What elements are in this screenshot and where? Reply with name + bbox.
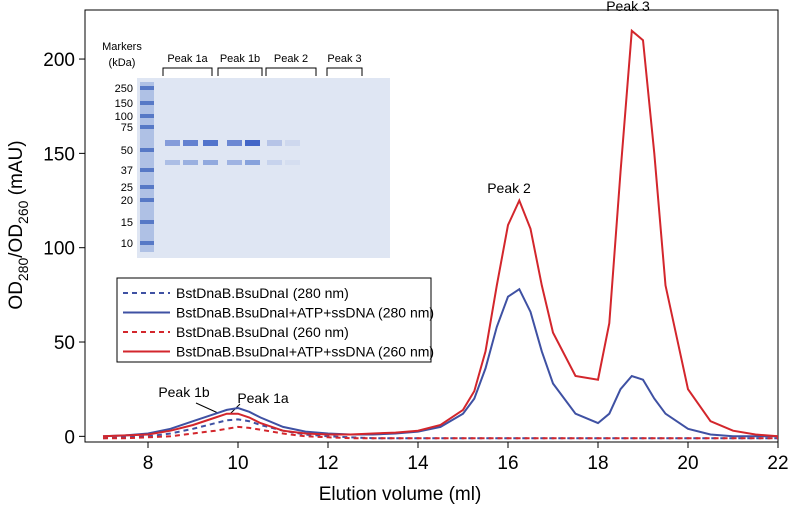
lane-group-label: Peak 1a bbox=[167, 53, 208, 65]
y-tick-label: 0 bbox=[64, 427, 75, 448]
x-tick-label: 22 bbox=[767, 453, 788, 474]
lane-group-label: Peak 2 bbox=[274, 53, 308, 65]
gel-band bbox=[285, 160, 300, 165]
x-tick-label: 18 bbox=[587, 453, 608, 474]
series-line bbox=[103, 425, 778, 440]
markers-unit: (kDa) bbox=[109, 57, 136, 69]
gel-background bbox=[137, 78, 390, 258]
y-axis-label: OD280/OD260 (mAU) bbox=[6, 140, 31, 309]
gel-band bbox=[203, 140, 218, 146]
series-line bbox=[102, 287, 778, 438]
x-tick-label: 12 bbox=[317, 453, 338, 474]
marker-size-label: 20 bbox=[121, 195, 133, 207]
legend: BstDnaB.BsuDnaI (280 nm) BstDnaB.BsuDnaI+… bbox=[116, 277, 434, 363]
gel-band bbox=[165, 160, 180, 165]
gel-band bbox=[285, 140, 300, 146]
legend-label: BstDnaB.BsuDnaI+ATP+ssDNA (280 nm) bbox=[176, 305, 434, 321]
annotation: Peak 1b bbox=[158, 384, 210, 400]
y-label-part: /OD bbox=[6, 224, 27, 258]
series-line bbox=[102, 28, 779, 438]
y-label-part: 280 bbox=[15, 258, 31, 282]
marker-lane bbox=[140, 82, 154, 252]
legend-label: BstDnaB.BsuDnaI (260 nm) bbox=[176, 324, 349, 340]
gel-band bbox=[165, 140, 180, 146]
y-tick-label: 50 bbox=[54, 333, 75, 354]
x-tick-label: 20 bbox=[677, 453, 698, 474]
y-label-part: 260 bbox=[15, 200, 31, 224]
lane-bracket bbox=[265, 67, 317, 76]
gel-band bbox=[227, 160, 242, 165]
x-tick-label: 8 bbox=[143, 453, 154, 474]
x-tick-label: 10 bbox=[227, 453, 248, 474]
lane-group-label: Peak 1b bbox=[220, 53, 260, 65]
y-tick-label: 200 bbox=[43, 50, 75, 71]
x-tick-label: 16 bbox=[497, 453, 518, 474]
annotation: Peak 1a bbox=[237, 390, 289, 406]
lane-bracket bbox=[326, 67, 363, 76]
legend-label: BstDnaB.BsuDnaI (280 nm) bbox=[176, 285, 349, 301]
plot-frame bbox=[84, 9, 779, 443]
gel-band bbox=[267, 140, 282, 146]
lane-group-label: Peak 3 bbox=[327, 53, 361, 65]
marker-size-label: 25 bbox=[121, 182, 133, 194]
marker-size-label: 150 bbox=[115, 98, 133, 110]
marker-size-label: 250 bbox=[115, 83, 133, 95]
lane-bracket bbox=[217, 67, 263, 76]
gel-band bbox=[245, 160, 260, 165]
legend-label: BstDnaB.BsuDnaI+ATP+ssDNA (260 nm) bbox=[176, 344, 434, 360]
y-label-part: (mAU) bbox=[6, 140, 27, 200]
gel-inset: Markers (kDa) bbox=[102, 41, 390, 258]
marker-size-label: 10 bbox=[121, 238, 133, 250]
annotation: Peak 3 bbox=[606, 0, 650, 14]
y-tick-label: 150 bbox=[43, 144, 75, 165]
y-label-part: OD bbox=[6, 281, 27, 310]
gel-band bbox=[245, 140, 260, 146]
markers-title: Markers bbox=[102, 41, 142, 53]
annotation: Peak 2 bbox=[487, 180, 531, 196]
gel-bands bbox=[140, 82, 300, 252]
marker-size-label: 50 bbox=[121, 145, 133, 157]
gel-band bbox=[183, 160, 198, 165]
gel-band bbox=[227, 140, 242, 146]
marker-size-label: 37 bbox=[121, 165, 133, 177]
annotation-pointer bbox=[195, 402, 219, 414]
marker-size-label: 15 bbox=[121, 217, 133, 229]
lane-bracket bbox=[162, 67, 213, 76]
gel-band bbox=[203, 160, 218, 165]
x-axis-label: Elution volume (ml) bbox=[319, 484, 482, 505]
marker-size-label: 75 bbox=[121, 122, 133, 134]
y-tick-label: 100 bbox=[43, 239, 75, 260]
x-tick-label: 14 bbox=[407, 453, 429, 474]
marker-size-label: 100 bbox=[115, 111, 133, 123]
gel-band bbox=[267, 160, 282, 165]
gel-band bbox=[183, 140, 198, 146]
